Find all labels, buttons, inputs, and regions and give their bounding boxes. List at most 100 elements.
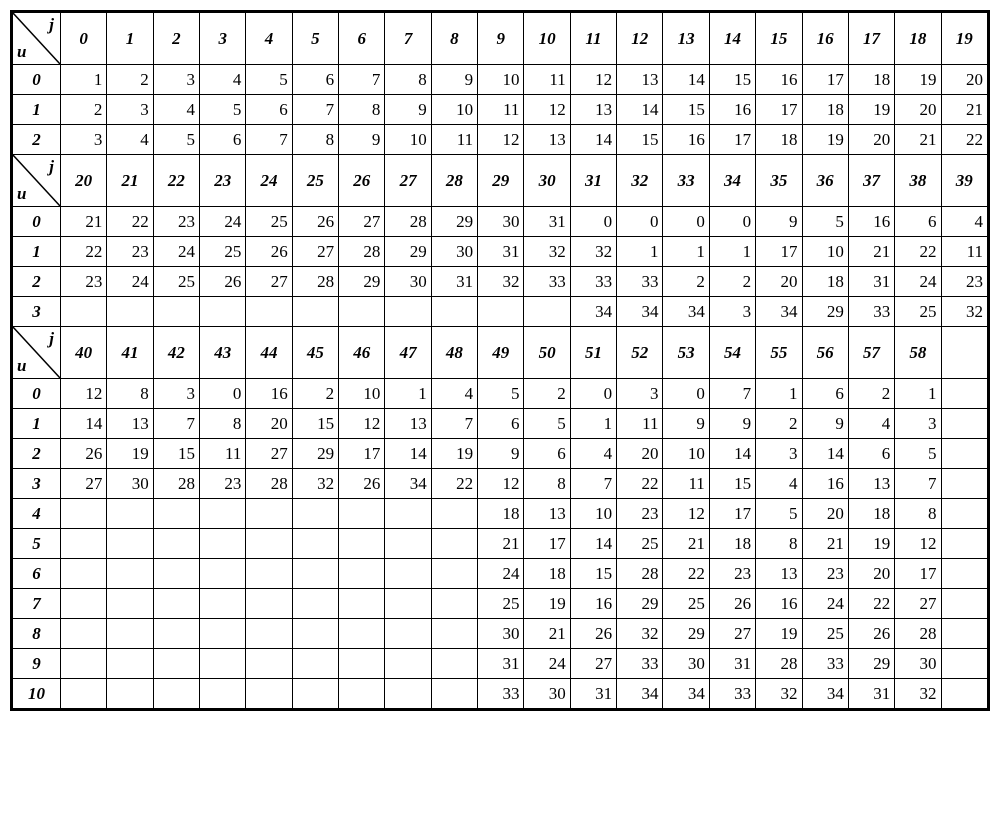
data-cell: 16 [570, 589, 616, 619]
data-cell: 9 [431, 65, 477, 95]
data-cell: 32 [570, 237, 616, 267]
column-header: 1 [107, 13, 153, 65]
data-cell: 25 [663, 589, 709, 619]
table-row: 123456789101112131415161718192021 [13, 95, 988, 125]
data-cell: 5 [478, 379, 524, 409]
data-cell [941, 529, 987, 559]
data-cell: 30 [663, 649, 709, 679]
data-cell: 12 [524, 95, 570, 125]
data-cell: 20 [802, 499, 848, 529]
column-header: 44 [246, 327, 292, 379]
row-header: 9 [13, 649, 61, 679]
data-cell: 26 [848, 619, 894, 649]
data-cell: 27 [61, 469, 107, 499]
data-cell: 4 [570, 439, 616, 469]
data-cell: 18 [756, 125, 802, 155]
data-cell: 27 [246, 439, 292, 469]
data-cell [61, 499, 107, 529]
row-header: 1 [13, 95, 61, 125]
column-header: 55 [756, 327, 802, 379]
data-cell: 12 [339, 409, 385, 439]
column-header: 40 [61, 327, 107, 379]
data-cell: 22 [941, 125, 987, 155]
data-cell: 20 [941, 65, 987, 95]
table-row: 114137820151213765111992943 [13, 409, 988, 439]
data-cell: 17 [756, 95, 802, 125]
data-cell [941, 619, 987, 649]
column-header: 30 [524, 155, 570, 207]
data-cell: 24 [895, 267, 941, 297]
data-cell: 3 [61, 125, 107, 155]
data-cell: 1 [709, 237, 755, 267]
data-cell: 13 [524, 499, 570, 529]
data-cell: 29 [339, 267, 385, 297]
data-cell: 34 [617, 297, 663, 327]
row-header: 3 [13, 297, 61, 327]
data-cell: 27 [246, 267, 292, 297]
data-cell: 1 [570, 409, 616, 439]
column-header: 46 [339, 327, 385, 379]
data-cell: 28 [617, 559, 663, 589]
section-header-row: ju20212223242526272829303132333435363738… [13, 155, 988, 207]
data-cell [431, 559, 477, 589]
data-cell: 2 [292, 379, 338, 409]
data-cell: 31 [848, 679, 894, 709]
data-cell [385, 589, 431, 619]
column-header: 24 [246, 155, 292, 207]
column-header: 45 [292, 327, 338, 379]
data-cell: 34 [385, 469, 431, 499]
column-header: 22 [153, 155, 199, 207]
data-cell: 31 [524, 207, 570, 237]
data-cell: 6 [895, 207, 941, 237]
data-cell: 16 [756, 65, 802, 95]
column-header: 5 [292, 13, 338, 65]
data-cell: 9 [709, 409, 755, 439]
row-header: 5 [13, 529, 61, 559]
data-cell: 12 [663, 499, 709, 529]
column-header: 26 [339, 155, 385, 207]
data-cell [153, 649, 199, 679]
table-row: 1033303134343332343132 [13, 679, 988, 709]
data-cell [478, 297, 524, 327]
data-cell: 19 [895, 65, 941, 95]
row-header: 3 [13, 469, 61, 499]
data-cell [61, 649, 107, 679]
data-cell: 18 [802, 267, 848, 297]
data-cell: 8 [895, 499, 941, 529]
data-cell: 8 [339, 95, 385, 125]
data-cell: 34 [617, 679, 663, 709]
data-cell: 17 [339, 439, 385, 469]
data-cell: 0 [709, 207, 755, 237]
data-cell: 8 [524, 469, 570, 499]
data-cell: 10 [802, 237, 848, 267]
data-cell: 12 [478, 469, 524, 499]
data-cell: 2 [756, 409, 802, 439]
data-cell: 20 [756, 267, 802, 297]
column-header: 33 [663, 155, 709, 207]
data-cell: 16 [246, 379, 292, 409]
column-header: 27 [385, 155, 431, 207]
data-cell: 3 [895, 409, 941, 439]
data-cell: 25 [246, 207, 292, 237]
data-cell [339, 679, 385, 709]
data-cell: 10 [663, 439, 709, 469]
column-header: 35 [756, 155, 802, 207]
data-cell [339, 589, 385, 619]
data-cell: 20 [848, 125, 894, 155]
data-cell: 33 [802, 649, 848, 679]
table-row: 931242733303128332930 [13, 649, 988, 679]
data-cell [153, 559, 199, 589]
data-cell: 16 [663, 125, 709, 155]
table-row: 226191511272917141996420101431465 [13, 439, 988, 469]
corner-cell: ju [13, 13, 61, 65]
data-cell [107, 529, 153, 559]
data-cell: 19 [524, 589, 570, 619]
data-cell: 8 [200, 409, 246, 439]
data-cell: 32 [292, 469, 338, 499]
data-cell: 31 [848, 267, 894, 297]
data-cell: 5 [200, 95, 246, 125]
data-cell [385, 297, 431, 327]
data-cell [431, 649, 477, 679]
data-cell: 33 [524, 267, 570, 297]
data-cell: 23 [709, 559, 755, 589]
